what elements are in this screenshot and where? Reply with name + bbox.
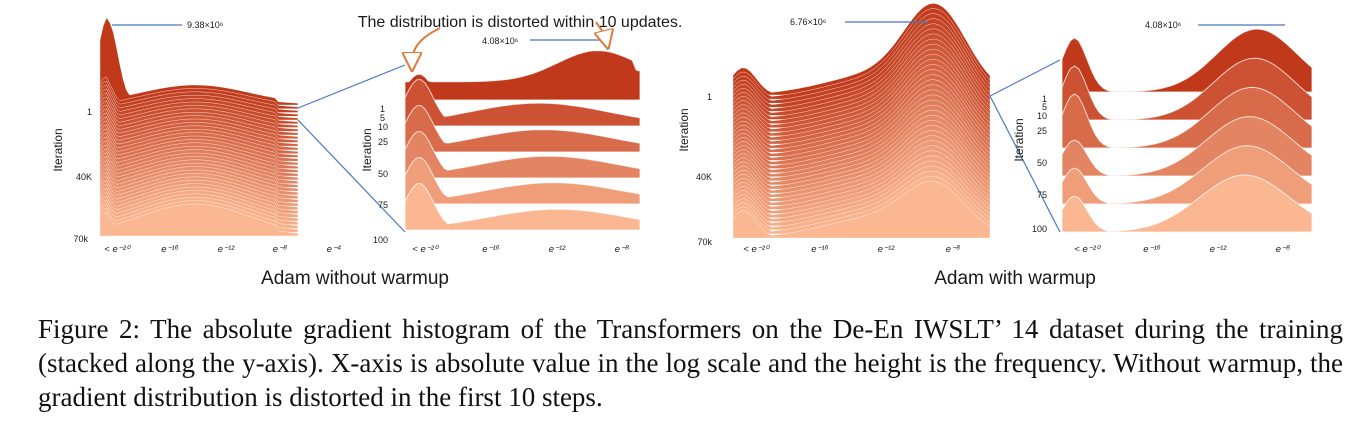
- ytick: 50: [378, 169, 388, 179]
- ridges-no-warmup-overview: [99, 17, 299, 237]
- xtick: < e⁻²⁰: [743, 244, 770, 255]
- xtick: e⁻¹⁶: [482, 244, 499, 255]
- xtick: e⁻⁸: [273, 244, 287, 255]
- histogram-ridge: [404, 156, 641, 205]
- ytick: 25: [1037, 126, 1047, 136]
- histogram-ridge: [99, 17, 299, 106]
- peak-label-warmup-zoom: 4.08×10⁶: [1145, 20, 1182, 30]
- ytick: 50: [1037, 158, 1047, 168]
- xtick: e⁻¹⁶: [1143, 244, 1160, 255]
- panel-title-warmup: Adam with warmup: [934, 268, 1096, 289]
- xtick: e⁻¹⁶: [811, 244, 828, 255]
- figure-caption: Figure 2: The absolute gradient histogra…: [38, 314, 1343, 412]
- histogram-ridge: [99, 203, 299, 237]
- xtick: e⁻¹²: [878, 244, 895, 255]
- xtick: e⁻¹²: [549, 244, 566, 255]
- ytick: 100: [1032, 224, 1047, 234]
- ytick: 1: [707, 92, 712, 102]
- histogram-ridge: [404, 130, 641, 179]
- peak-label-no-warmup-zoom: 4.08×10⁶: [482, 36, 519, 46]
- ytick: 10: [378, 122, 388, 132]
- ytick: 75: [378, 200, 388, 210]
- gradient-histogram-figure: The distribution is distorted within 10 …: [51, 3, 1313, 289]
- ytick: 70k: [697, 237, 712, 247]
- xtick: < e⁻²⁰: [412, 244, 439, 255]
- histogram-ridge: [404, 50, 641, 101]
- histogram-ridge: [1061, 174, 1313, 233]
- xtick: e⁻¹²: [1210, 244, 1227, 255]
- ylabel-no-warmup-zoom: Iteration: [360, 128, 374, 171]
- xtick: e⁻¹⁶: [161, 244, 178, 255]
- histogram-ridge: [404, 78, 641, 127]
- xtick: e⁻⁸: [615, 244, 629, 255]
- ridges-warmup-overview: [732, 3, 991, 239]
- ytick: 75: [1037, 190, 1047, 200]
- ytick: 40K: [76, 172, 92, 182]
- panel-title-no-warmup: Adam without warmup: [261, 268, 449, 289]
- xtick: e⁻⁸: [946, 244, 960, 255]
- xtick: e⁻⁸: [1276, 244, 1290, 255]
- ylabel-no-warmup-overview: Iteration: [51, 128, 65, 171]
- annotation-arrows: [412, 21, 606, 62]
- ytick: 5: [1042, 102, 1047, 112]
- ridges-warmup-zoom: [1061, 28, 1313, 233]
- annotation-text: The distribution is distorted within 10 …: [358, 14, 683, 31]
- peak-label-no-warmup-overview: 9.38×10⁶: [187, 20, 224, 30]
- xtick: e⁻⁴: [327, 244, 341, 255]
- ytick: 100: [373, 235, 388, 245]
- ridges-no-warmup-zoom: [404, 50, 641, 231]
- ytick: 1: [380, 104, 385, 114]
- ytick: 5: [380, 113, 385, 123]
- xtick: < e⁻²⁰: [1074, 244, 1101, 255]
- ylabel-warmup-zoom: Iteration: [1012, 118, 1026, 161]
- histogram-ridge: [404, 182, 641, 231]
- zoom-connector-lines: [297, 59, 1061, 233]
- ytick: 1: [1042, 94, 1047, 104]
- peak-leader-lines: [112, 21, 1285, 41]
- histogram-ridge: [404, 104, 641, 153]
- ytick: 1: [87, 107, 92, 117]
- ytick: 70k: [73, 234, 88, 244]
- ytick: 25: [378, 137, 388, 147]
- xtick: < e⁻²⁰: [104, 244, 131, 255]
- xtick: e⁻¹²: [218, 244, 235, 255]
- ylabel-warmup-overview: Iteration: [677, 108, 691, 151]
- histogram-ridge: [732, 180, 991, 239]
- ytick: 40K: [696, 172, 712, 182]
- ytick: 10: [1037, 111, 1047, 121]
- peak-label-warmup-overview: 6.76×10⁶: [790, 17, 827, 27]
